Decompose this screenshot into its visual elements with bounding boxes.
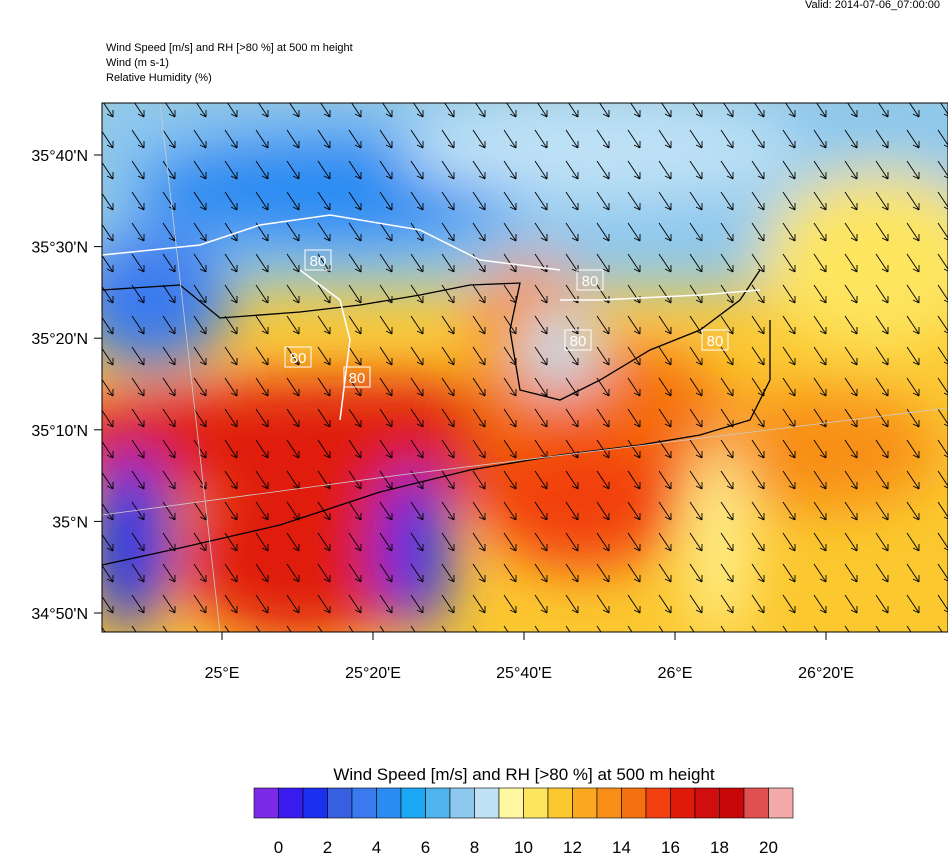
lat-label: 35°10'N xyxy=(31,423,88,440)
contour-label: 80 xyxy=(310,253,327,270)
colorbar-swatch xyxy=(498,787,524,819)
colorbar-label: 6 xyxy=(421,838,430,854)
lon-label: 25°20'E xyxy=(345,665,401,682)
map-field xyxy=(102,103,948,632)
lat-label: 35°20'N xyxy=(31,331,88,348)
lat-label: 34°50'N xyxy=(31,606,88,623)
contour-label-box xyxy=(304,249,332,271)
lon-label: 26°20'E xyxy=(798,665,854,682)
colorbar-swatch xyxy=(278,787,304,819)
colorbar-swatch xyxy=(302,787,328,819)
contour-label-box xyxy=(284,346,312,368)
contour-label-box xyxy=(343,366,371,388)
colorbar-swatch xyxy=(694,787,720,819)
contour-label: 80 xyxy=(349,370,366,387)
colorbar-label: 2 xyxy=(323,838,332,854)
colorbar-title: Wind Speed [m/s] and RH [>80 %] at 500 m… xyxy=(333,765,715,784)
valid-time: Valid: 2014-07-06_07:00:00 xyxy=(805,0,940,11)
colorbar-swatch xyxy=(474,787,500,819)
lat-label: 35°30'N xyxy=(31,240,88,257)
colorbar-swatch xyxy=(449,787,475,819)
lon-label: 26°E xyxy=(658,665,693,682)
lon-label: 25°E xyxy=(205,665,240,682)
colorbar-label: 20 xyxy=(759,838,778,854)
colorbar-swatch xyxy=(572,787,598,819)
colorbar-swatch xyxy=(376,787,402,819)
header-rh: Relative Humidity (%) xyxy=(106,72,212,84)
colorbar-swatch xyxy=(596,787,622,819)
colorbar-label: 18 xyxy=(710,838,729,854)
colorbar-swatch xyxy=(523,787,549,819)
lon-label: 25°40'E xyxy=(496,665,552,682)
colorbar-label: 4 xyxy=(372,838,381,854)
colorbar-swatch xyxy=(645,787,671,819)
colorbar-label: 8 xyxy=(470,838,479,854)
colorbar-swatch xyxy=(351,787,377,819)
contour-label: 80 xyxy=(707,333,724,350)
colorbar-label: 0 xyxy=(274,838,283,854)
contour-label-box xyxy=(576,269,604,291)
contour-label: 80 xyxy=(570,333,587,350)
header-wind: Wind (m s-1) xyxy=(106,57,169,69)
contour-label-box xyxy=(701,329,729,351)
contour-label: 80 xyxy=(582,273,599,290)
lat-label: 35°40'N xyxy=(31,148,88,165)
colorbar-swatch xyxy=(327,787,353,819)
colorbar-swatch xyxy=(547,787,573,819)
colorbar-swatch xyxy=(768,787,794,819)
colorbar-swatch xyxy=(670,787,696,819)
colorbar-label: 16 xyxy=(661,838,680,854)
colorbar-label: 14 xyxy=(612,838,631,854)
header-title: Wind Speed [m/s] and RH [>80 %] at 500 m… xyxy=(106,42,353,54)
contour-label: 80 xyxy=(290,350,307,367)
colorbar-swatch xyxy=(253,787,279,819)
contour-label-box xyxy=(564,329,592,351)
colorbar-swatch xyxy=(425,787,451,819)
colorbar-swatch xyxy=(719,787,745,819)
lat-label: 35°N xyxy=(52,514,88,531)
colorbar-swatch xyxy=(400,787,426,819)
colorbar-label: 10 xyxy=(514,838,533,854)
map-frame xyxy=(101,102,948,633)
colorbar-swatch xyxy=(743,787,769,819)
colorbar-label: 12 xyxy=(563,838,582,854)
colorbar-swatch xyxy=(621,787,647,819)
